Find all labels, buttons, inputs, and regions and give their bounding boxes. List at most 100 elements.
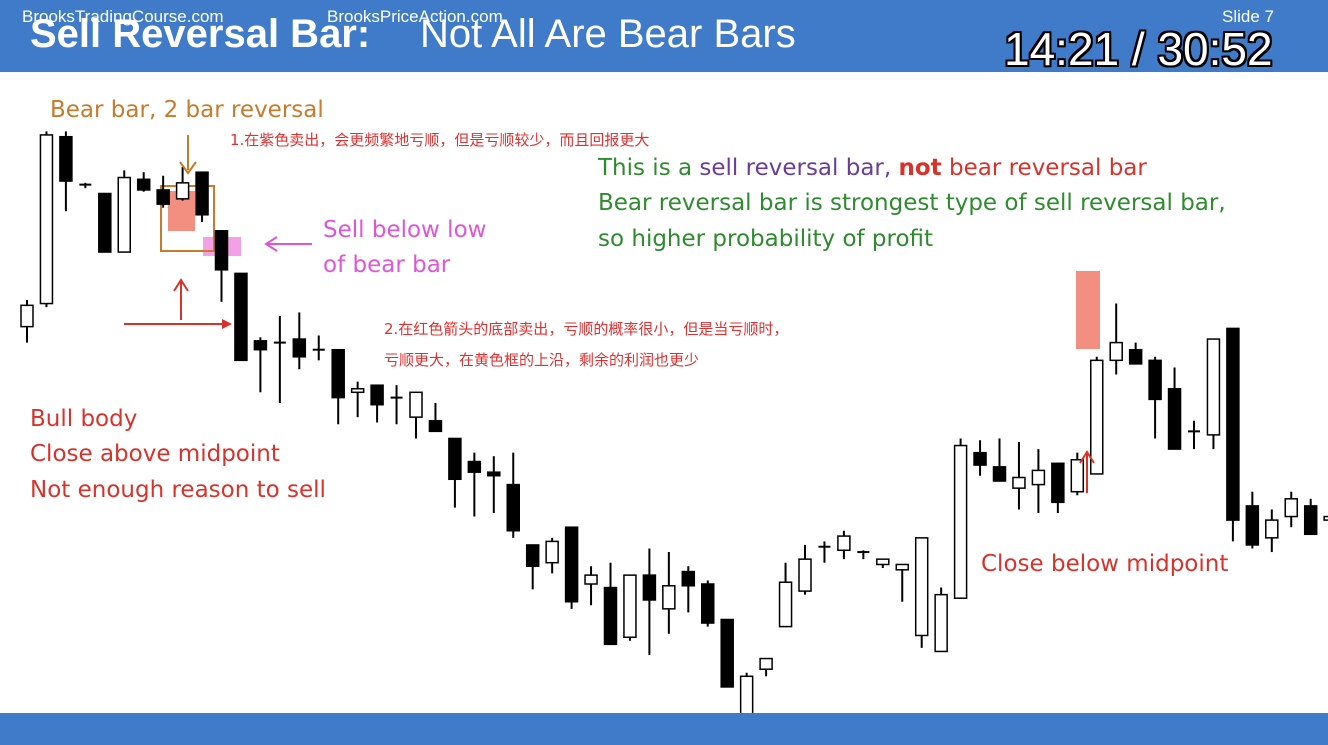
candle-bull-body bbox=[798, 558, 812, 592]
candle-doji bbox=[857, 551, 870, 554]
bear-bar-label: Bear bar, 2 bar reversal bbox=[50, 97, 324, 123]
arrow-pink-left-head bbox=[264, 236, 278, 252]
candle-doji bbox=[390, 396, 403, 399]
candle-doji bbox=[312, 348, 325, 351]
candle-bear-body bbox=[1303, 505, 1318, 536]
candle-bear-body bbox=[1167, 388, 1182, 450]
green-note-text-not: not bbox=[898, 155, 942, 181]
candle-bear-body bbox=[720, 618, 734, 688]
candle-doji bbox=[273, 341, 286, 344]
green-note-text-b: sell reversal bar, bbox=[699, 155, 899, 181]
candle-bull-body bbox=[1090, 359, 1104, 475]
arrow-red-up-left-head bbox=[173, 278, 189, 292]
slide-title-bold: Sell Reversal Bar: bbox=[30, 12, 371, 56]
candle-doji bbox=[1188, 430, 1200, 433]
candle-bull-body bbox=[895, 563, 909, 571]
candle-bull-body bbox=[545, 540, 559, 564]
chinese-note-2a: 2.在红色箭头的底部卖出，亏顺的概率很小，但是当亏顺时， bbox=[384, 320, 789, 338]
green-note-text-a: This is a bbox=[598, 155, 700, 181]
footer-bar bbox=[0, 713, 1328, 745]
candle-bear-body bbox=[234, 272, 248, 362]
sell-below-label-1: Sell below low bbox=[323, 217, 487, 243]
candle-bull-body bbox=[409, 391, 423, 418]
candle-bear-body bbox=[214, 230, 229, 271]
candlestick-bars bbox=[20, 131, 1328, 726]
candle-bear-body bbox=[292, 338, 307, 358]
candle-bull-body bbox=[20, 304, 34, 328]
candle-bull-body bbox=[759, 657, 773, 670]
candle-bull-body bbox=[1284, 498, 1298, 518]
candle-bull-body bbox=[1031, 469, 1046, 486]
candle-bear-body bbox=[973, 451, 987, 466]
green-note-line-2: Bear reversal bar is strongest type of s… bbox=[598, 190, 1226, 216]
candle-bear-body bbox=[681, 570, 696, 587]
candle-bear-body bbox=[525, 544, 540, 568]
candle-bear-body bbox=[370, 384, 384, 406]
candle-bear-body bbox=[603, 586, 618, 646]
candle-doji bbox=[79, 183, 92, 186]
candle-bear-body bbox=[564, 526, 579, 603]
candle-bear-body bbox=[642, 574, 657, 601]
candle-bear-body bbox=[487, 471, 501, 477]
candle-bull-body bbox=[175, 182, 190, 200]
footer-link-brookspriceaction[interactable]: BrooksPriceAction.com bbox=[327, 7, 503, 26]
arrow-red-right-head bbox=[222, 319, 232, 329]
candle-bear-body bbox=[253, 340, 268, 351]
candle-bull-body bbox=[662, 585, 676, 610]
candle-bear-body bbox=[1128, 348, 1143, 365]
bull-body-label-3: Not enough reason to sell bbox=[30, 477, 326, 503]
bull-body-label-2: Close above midpoint bbox=[30, 441, 280, 467]
candle-bear-body bbox=[59, 135, 73, 182]
candle-bull-body bbox=[934, 593, 948, 653]
candle-bull-body bbox=[778, 581, 793, 628]
chinese-note-1: 1.在紫色卖出，会更频繁地亏顺，但是亏顺较少，而且回报更大 bbox=[230, 131, 650, 149]
candle-bull-body bbox=[350, 388, 365, 394]
candle-bear-body bbox=[331, 348, 345, 399]
slide-title-rest: Not All Are Bear Bars bbox=[420, 12, 796, 56]
candle-bear-body bbox=[992, 466, 1007, 482]
green-note-text-d: bear reversal bar bbox=[941, 155, 1147, 181]
candle-bull-body bbox=[953, 444, 968, 599]
candle-bear-body bbox=[1226, 327, 1240, 521]
sell-below-label-2: of bear bar bbox=[323, 252, 451, 278]
candle-bull-body bbox=[623, 574, 637, 638]
candle-bull-body bbox=[914, 537, 929, 637]
close-below-red-highlight bbox=[1076, 271, 1100, 349]
candle-bull-body bbox=[584, 574, 598, 585]
candle-bear-body bbox=[448, 437, 462, 481]
title-bar bbox=[0, 0, 1328, 72]
candle-bear-body bbox=[428, 419, 443, 433]
arrow-red-up-right-head bbox=[1079, 450, 1095, 464]
candle-bear-body bbox=[1245, 505, 1260, 546]
candle-bull-body bbox=[1206, 338, 1221, 436]
chinese-note-2b: 亏顺更大，在黄色框的上沿，剩余的利润也更少 bbox=[384, 351, 700, 369]
candle-bull-body bbox=[1323, 515, 1328, 521]
candle-bear-body bbox=[156, 189, 170, 205]
candle-bear-body bbox=[467, 460, 482, 473]
green-note-line-3: so higher probability of profit bbox=[598, 226, 934, 252]
candle-bull-body bbox=[1265, 519, 1279, 539]
slide-number: Slide 7 bbox=[1222, 7, 1274, 26]
candle-bear-body bbox=[1051, 462, 1065, 504]
candle-bear-body bbox=[1148, 359, 1162, 401]
candle-bull-body bbox=[39, 134, 54, 305]
footer-link-brookstradingcourse[interactable]: BrooksTradingCourse.com bbox=[22, 7, 224, 26]
candle-bull-body bbox=[837, 535, 851, 552]
video-timer: 14:21 / 30:52 bbox=[1004, 23, 1273, 75]
candle-bull-body bbox=[1070, 459, 1085, 493]
candle-doji bbox=[818, 545, 831, 548]
arrow-orange-down-head bbox=[179, 161, 197, 175]
candle-bear-body bbox=[195, 171, 209, 216]
bull-body-label-1: Bull body bbox=[30, 406, 138, 432]
green-note-line-1: This is a sell reversal bar, not bear re… bbox=[598, 155, 1147, 181]
candle-bear-body bbox=[506, 483, 520, 532]
candle-bull-body bbox=[876, 558, 890, 566]
candle-bull-body bbox=[117, 176, 131, 253]
close-below-label: Close below midpoint bbox=[981, 551, 1229, 577]
candle-bull-body bbox=[1109, 341, 1123, 362]
candle-bear-body bbox=[701, 583, 715, 624]
candle-bull-body bbox=[1012, 476, 1026, 489]
candle-bear-body bbox=[136, 178, 151, 191]
candle-bear-body bbox=[98, 192, 112, 253]
